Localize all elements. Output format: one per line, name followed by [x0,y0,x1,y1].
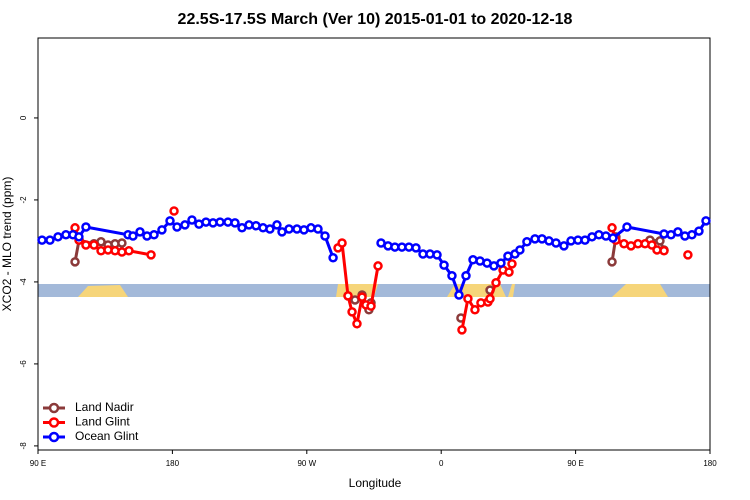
point [366,301,376,311]
point [74,232,84,242]
point [457,325,467,335]
point [607,223,617,233]
point [694,226,704,236]
point [45,235,55,245]
land-strip [508,284,515,297]
point [81,240,91,250]
point [70,257,80,267]
point [347,307,357,317]
y-axis-label: XCO2 - MLO trend (ppm) [0,177,14,312]
point [230,218,240,228]
point [673,227,683,237]
x-tick-label: 90 W [297,459,316,468]
point [559,241,569,251]
point [357,292,367,302]
land-strip [78,285,128,297]
y-tick-label: -8 [19,442,28,450]
point [411,243,421,253]
point [169,206,179,216]
legend-label: Land Nadir [75,400,134,414]
y-tick-label: -6 [19,360,28,368]
x-tick-label: 90 E [30,459,46,468]
legend-label: Ocean Glint [75,429,139,443]
point [496,258,506,268]
point [491,277,501,288]
point [313,224,323,234]
legend-label: Land Glint [75,415,130,429]
x-axis-label: Longitude [349,476,402,490]
point [337,238,347,248]
point [507,259,517,269]
y-tick-label: 0 [19,115,28,120]
point [157,225,167,235]
point [580,235,590,245]
point [683,250,693,260]
y-tick-label: -2 [19,196,28,204]
point [37,235,47,245]
point [187,215,197,225]
legend-marker [48,402,60,414]
point [320,231,330,241]
x-tick-label: 180 [703,459,717,468]
point [149,230,159,240]
point [135,227,145,237]
point [447,271,457,281]
land-strip [612,284,668,297]
chart-title: 22.5S-17.5S March (Ver 10) 2015-01-01 to… [178,11,573,28]
point [352,318,362,329]
point [461,271,471,281]
point [504,267,514,277]
point [439,260,449,270]
x-tick-label: 90 E [567,459,583,468]
point [124,246,134,256]
point [96,236,106,247]
point [659,246,669,256]
point [687,230,697,240]
point [608,233,618,243]
point [284,224,294,234]
point [117,238,127,248]
point [146,250,156,260]
point [328,252,338,263]
point [485,293,495,304]
x-tick-label: 0 [439,459,444,468]
point [373,261,383,271]
point [165,216,175,226]
point [454,290,464,300]
point [622,222,632,232]
point [180,220,190,230]
point [470,305,480,315]
point [265,224,275,234]
point [343,291,353,301]
point [522,236,532,247]
point [272,220,282,230]
point [515,245,525,255]
point [432,250,442,260]
x-tick-label: 180 [166,459,180,468]
legend-marker [48,417,60,428]
point [607,257,617,267]
point [701,216,711,226]
point [551,238,561,248]
point [172,222,182,232]
point [215,217,225,227]
legend-marker [48,431,60,443]
point [53,232,63,242]
y-tick-label: -4 [19,278,28,286]
point [463,293,473,304]
point [655,236,665,246]
plot-frame [37,37,711,451]
point [81,222,91,232]
point [89,240,99,250]
point [128,231,138,241]
